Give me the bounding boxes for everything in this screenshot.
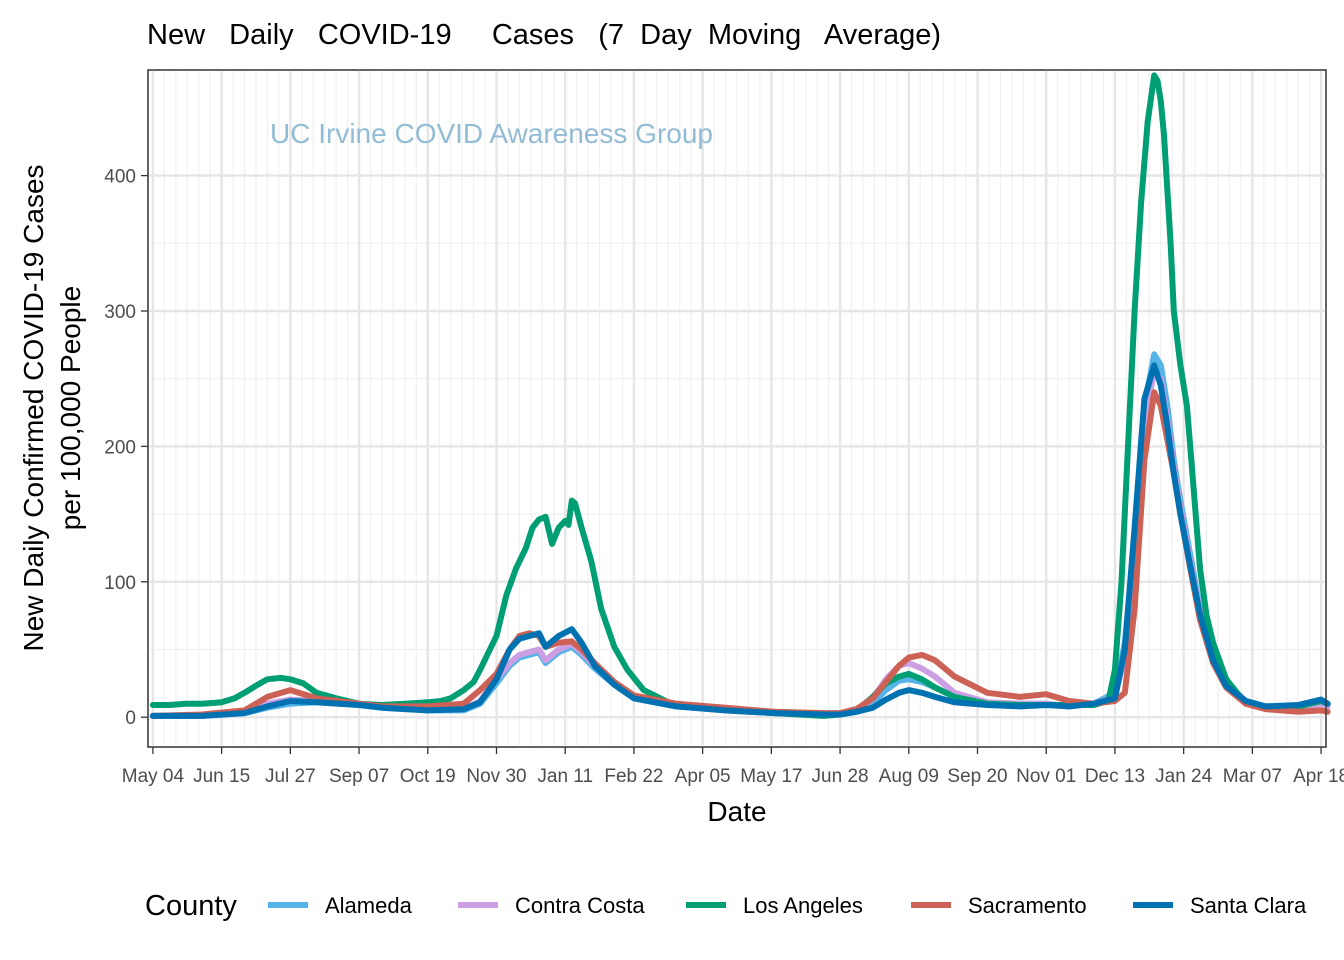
legend-label-sacramento: Sacramento — [968, 893, 1087, 918]
y-tick-label: 200 — [104, 437, 136, 458]
x-tick-label: Dec 13 — [1085, 766, 1145, 787]
y-tick-label: 400 — [104, 167, 136, 188]
y-tick-label: 100 — [104, 573, 136, 594]
legend-label-santa-clara: Santa Clara — [1190, 893, 1307, 918]
x-tick-label: Nov 30 — [466, 766, 526, 787]
legend-label-contra-costa: Contra Costa — [515, 893, 645, 918]
legend-label-los-angeles: Los Angeles — [743, 893, 863, 918]
y-axis-title-line-1: New Daily Confirmed COVID-19 Cases — [18, 164, 49, 651]
x-tick-label: Jun 15 — [193, 766, 250, 787]
series-layer — [149, 72, 1331, 719]
x-axis: May 04 Jun 15 Jul 27 Sep 07 Oct 19 Nov 30 Jan … — [122, 747, 1344, 787]
x-tick-label: Nov 01 — [1016, 766, 1076, 787]
y-tick-label: 300 — [104, 302, 136, 323]
x-tick-label: Apr 18 — [1293, 766, 1344, 787]
plot-border — [147, 69, 1327, 748]
watermark: UC Irvine COVID Awareness Group — [270, 118, 713, 149]
y-tick-label: 0 — [125, 708, 136, 729]
series-line-santa-clara — [149, 362, 1331, 719]
x-tick-label: Sep 20 — [947, 766, 1007, 787]
x-tick-label: Mar 07 — [1223, 766, 1282, 787]
legend-label-alameda: Alameda — [325, 893, 413, 918]
x-tick-label: Jun 28 — [812, 766, 869, 787]
x-tick-label: Jan 11 — [537, 766, 593, 787]
x-tick-label: Oct 19 — [400, 766, 456, 787]
legend: County Alameda Contra Costa Los Angeles Sac… — [145, 890, 1307, 922]
x-axis-title: Date — [707, 796, 766, 827]
y-axis-title-line-2: per 100,000 People — [55, 286, 86, 530]
x-tick-label: Feb 22 — [604, 766, 663, 787]
y-axis: 0 100 200 300 400 — [104, 167, 148, 729]
x-tick-label: Apr 05 — [675, 766, 731, 787]
x-tick-label: Sep 07 — [329, 766, 389, 787]
x-tick-label: Aug 09 — [879, 766, 939, 787]
x-tick-label: May 04 — [122, 766, 185, 787]
chart-title: New Daily COVID-19 Cases (7 Day Moving A… — [147, 19, 941, 51]
legend-title: County — [145, 890, 237, 922]
x-tick-label: May 17 — [740, 766, 802, 787]
x-tick-label: Jan 24 — [1155, 766, 1212, 787]
x-tick-label: Jul 27 — [265, 766, 316, 787]
